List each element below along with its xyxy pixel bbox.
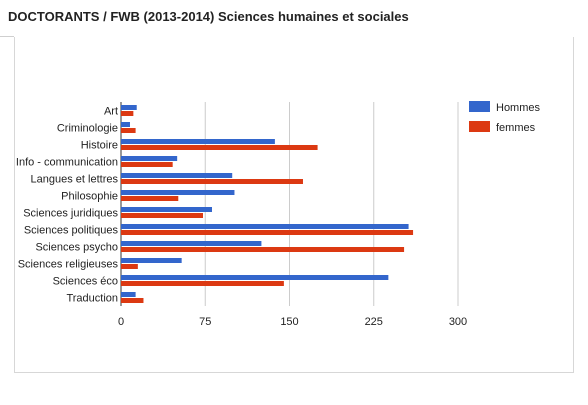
- category-label: Histoire: [81, 140, 118, 152]
- bar-hommes: [121, 173, 233, 178]
- x-tick-label: 0: [118, 316, 124, 328]
- category-label: Sciences juridiques: [23, 208, 118, 220]
- bar-femmes: [121, 111, 134, 116]
- category-label: Info - communication: [16, 157, 118, 169]
- bar-hommes: [121, 224, 409, 229]
- legend-label: Hommes: [496, 102, 541, 114]
- bar-hommes: [121, 241, 262, 246]
- bar-femmes: [121, 128, 136, 133]
- bar-hommes: [121, 105, 137, 110]
- bar-femmes: [121, 145, 318, 150]
- category-label: Sciences religieuses: [18, 259, 119, 271]
- legend-label: femmes: [496, 122, 536, 134]
- category-label: Sciences politiques: [24, 225, 119, 237]
- category-label: Traduction: [66, 293, 118, 305]
- x-tick-label: 300: [449, 316, 467, 328]
- bar-femmes: [121, 298, 144, 303]
- page-title: DOCTORANTS / FWB (2013-2014) Sciences hu…: [8, 9, 409, 24]
- bar-femmes: [121, 281, 284, 286]
- bar-femmes: [121, 264, 138, 269]
- bar-hommes: [121, 156, 178, 161]
- bar-hommes: [121, 207, 212, 212]
- bar-hommes: [121, 258, 182, 263]
- bar-femmes: [121, 247, 405, 252]
- category-label: Sciences psycho: [35, 242, 118, 254]
- bar-femmes: [121, 196, 179, 201]
- bar-femmes: [121, 230, 414, 235]
- bar-femmes: [121, 213, 204, 218]
- legend-swatch-femmes: [469, 121, 490, 132]
- category-label: Art: [104, 106, 118, 118]
- category-label: Philosophie: [61, 191, 118, 203]
- divider: [0, 36, 14, 37]
- bar-hommes: [121, 190, 235, 195]
- bar-femmes: [121, 179, 303, 184]
- bar-hommes: [121, 139, 275, 144]
- x-tick-label: 225: [365, 316, 383, 328]
- category-label: Criminologie: [57, 123, 118, 135]
- category-label: Sciences éco: [53, 276, 118, 288]
- x-tick-label: 75: [199, 316, 211, 328]
- bar-hommes: [121, 122, 130, 127]
- x-tick-label: 150: [280, 316, 298, 328]
- bar-hommes: [121, 292, 136, 297]
- category-label: Langues et lettres: [31, 174, 119, 186]
- bar-hommes: [121, 275, 389, 280]
- chart-frame: [14, 37, 574, 373]
- bar-femmes: [121, 162, 173, 167]
- legend-swatch-hommes: [469, 101, 490, 112]
